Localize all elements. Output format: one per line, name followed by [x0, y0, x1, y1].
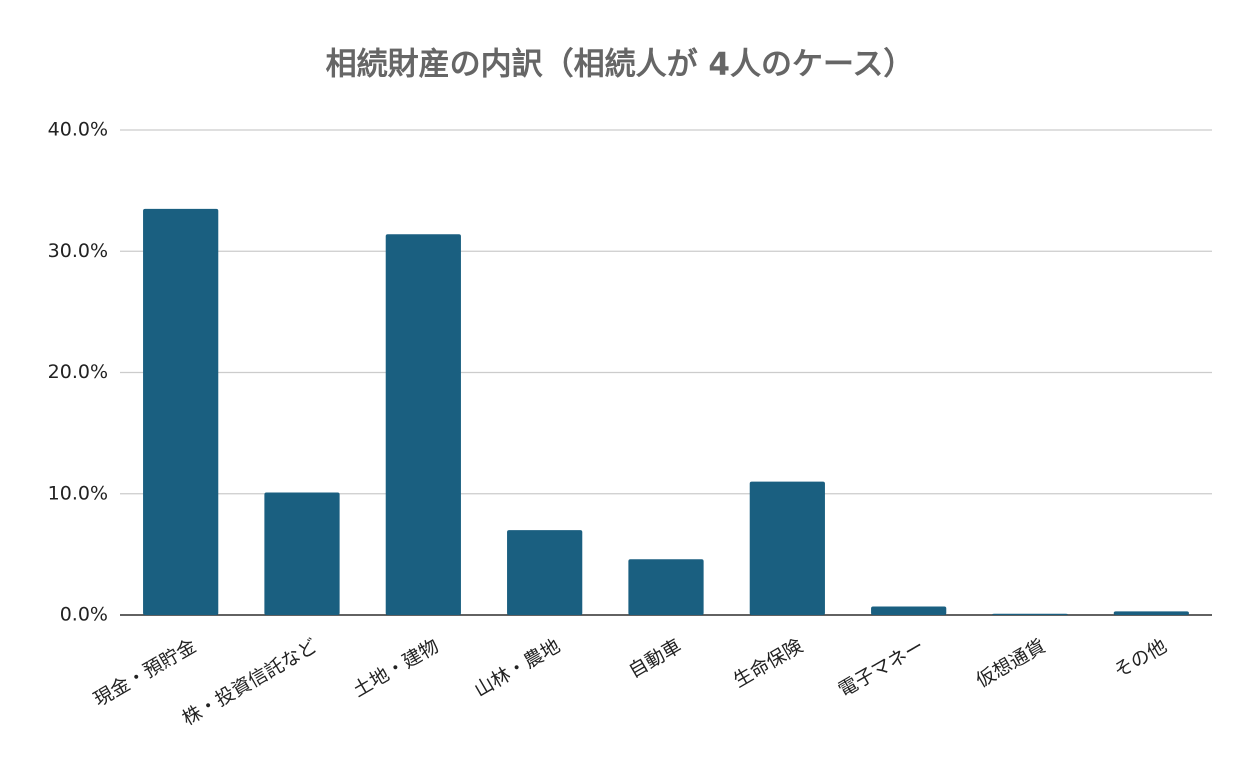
x-tick-label: 仮想通貨 [972, 635, 1049, 692]
x-tick-label: 自動車 [625, 635, 685, 683]
x-tick-label: 土地・建物 [349, 635, 442, 702]
bar [264, 492, 340, 615]
y-tick-label: 10.0% [48, 482, 108, 504]
bar [871, 606, 947, 615]
bar [992, 613, 1068, 615]
bar [507, 530, 583, 615]
x-tick-label: 株・投資信託など [179, 635, 322, 730]
y-tick-label: 0.0% [60, 604, 108, 626]
bar [749, 481, 825, 615]
x-tick-label: 電子マネー [835, 635, 928, 702]
bar [628, 559, 704, 615]
bar [1113, 611, 1189, 615]
chart-title: 相続財産の内訳（相続人が 4人のケース） [326, 47, 915, 83]
y-tick-label: 40.0% [48, 119, 108, 141]
x-tick-label: 現金・預貯金 [90, 635, 200, 711]
x-tick-label: その他 [1110, 635, 1170, 683]
x-tick-label: 生命保険 [730, 635, 807, 692]
y-tick-label: 20.0% [48, 361, 108, 383]
x-tick-label: 山林・農地 [471, 635, 564, 702]
y-tick-label: 30.0% [48, 240, 108, 262]
bar [143, 208, 219, 615]
bar [385, 234, 461, 615]
